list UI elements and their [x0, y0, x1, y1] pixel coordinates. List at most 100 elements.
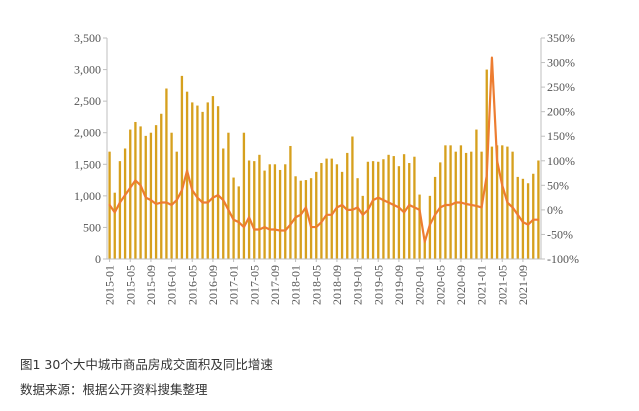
x-tick-label: 2017-09 — [268, 265, 282, 305]
figure-source: 数据来源：根据公开资料搜集整理 — [20, 382, 208, 397]
y-left-tick-label: 3,000 — [74, 63, 101, 77]
bar — [423, 240, 426, 259]
bar — [320, 163, 323, 259]
x-tick-label: 2017-05 — [247, 265, 261, 305]
bar — [263, 170, 266, 259]
bar — [537, 160, 540, 259]
bar — [351, 136, 354, 259]
y-right-tick-label: 250% — [547, 80, 575, 94]
x-tick-label: 2019-09 — [392, 265, 406, 305]
bar — [356, 178, 359, 259]
yoy-growth-line — [108, 56, 540, 243]
bar — [454, 151, 457, 259]
x-tick-label: 2016-09 — [206, 265, 220, 305]
combo-chart: 0 500 1,000 1,500 2,000 2,500 3,000 3,500 -100%… — [74, 31, 579, 305]
bar — [418, 194, 421, 259]
bar-series — [108, 69, 540, 260]
x-tick-label: 2021-09 — [516, 265, 530, 305]
bar — [340, 171, 344, 259]
bar — [185, 91, 189, 259]
y-left-tick-label: 1,500 — [74, 157, 101, 171]
bar — [191, 102, 194, 259]
bar — [526, 183, 530, 259]
y-right-tick-label: 50% — [547, 178, 569, 192]
x-tick-label: 2021-01 — [475, 265, 489, 305]
bar — [511, 151, 514, 259]
x-tick-label: 2015-05 — [123, 265, 137, 305]
x-tick-label: 2020-09 — [454, 265, 468, 305]
y-left-tick-label: 1,000 — [74, 189, 101, 203]
axes — [106, 38, 542, 260]
bar — [408, 163, 411, 259]
y-right-tick-label: 100% — [547, 154, 575, 168]
x-tick-label: 2020-01 — [413, 265, 427, 305]
bar — [139, 126, 142, 260]
bar — [206, 102, 209, 259]
bar — [346, 152, 349, 259]
figure-title: 图1 30个大中城市商品房成交面积及同比增速 — [20, 357, 273, 372]
x-tick-label: 2018-01 — [289, 265, 303, 305]
y-left-tick-label: 3,500 — [74, 31, 101, 45]
bar — [521, 178, 525, 259]
bar — [211, 96, 215, 259]
bar — [170, 132, 173, 259]
bar — [134, 121, 137, 259]
x-tick-label: 2017-01 — [227, 265, 241, 305]
y-right-tick-label: 150% — [547, 129, 575, 143]
y-right-tick-label: -100% — [547, 252, 579, 266]
bar — [439, 162, 442, 259]
bar — [325, 158, 328, 259]
bar — [516, 176, 519, 259]
y-axis-right: -100% -50% 0% 50% 100% 150% 200% 250% 300% 350% — [541, 31, 579, 266]
y-right-tick-label: 0% — [547, 203, 563, 217]
bar — [154, 125, 158, 259]
bar — [444, 145, 447, 259]
bar — [268, 164, 271, 259]
x-tick-label: 2021-05 — [495, 265, 509, 305]
bar — [227, 132, 230, 259]
bar — [361, 195, 364, 259]
y-right-tick-label: 200% — [547, 105, 575, 119]
x-tick-label: 2020-05 — [433, 265, 447, 305]
y-left-tick-label: 500 — [83, 220, 101, 234]
bar — [397, 166, 401, 259]
bar — [315, 171, 318, 259]
x-tick-label: 2015-09 — [144, 265, 158, 305]
bar — [304, 180, 308, 259]
bar — [449, 145, 452, 259]
bar — [160, 113, 163, 260]
bar — [433, 176, 437, 259]
bar — [377, 161, 380, 259]
y-right-tick-label: 350% — [547, 31, 575, 45]
bar — [175, 151, 178, 259]
bar — [149, 132, 153, 259]
x-tick-label: 2016-05 — [185, 265, 199, 305]
bar — [222, 148, 225, 259]
bar — [475, 129, 478, 259]
y-right-tick-label: -50% — [547, 227, 573, 241]
y-left-tick-label: 2,500 — [74, 94, 101, 108]
bar — [490, 146, 494, 259]
line-series — [108, 56, 540, 243]
y-right-tick-label: 300% — [547, 56, 575, 70]
bar — [253, 161, 256, 259]
bar — [309, 178, 313, 259]
bar — [242, 132, 246, 259]
x-tick-label: 2019-01 — [351, 265, 365, 305]
bar — [392, 156, 395, 259]
bar — [273, 164, 277, 259]
y-left-tick-label: 0 — [95, 252, 101, 266]
bar — [289, 145, 292, 259]
y-left-tick-label: 2,000 — [74, 126, 101, 140]
bar — [278, 169, 282, 259]
bar — [402, 154, 406, 259]
bar — [258, 154, 261, 259]
bar — [123, 148, 127, 259]
bar — [247, 160, 251, 259]
bar — [129, 129, 132, 259]
x-tick-label: 2016-01 — [165, 265, 179, 305]
bar — [464, 152, 468, 259]
bar — [330, 158, 333, 259]
bar — [299, 180, 302, 259]
bar — [284, 164, 287, 259]
